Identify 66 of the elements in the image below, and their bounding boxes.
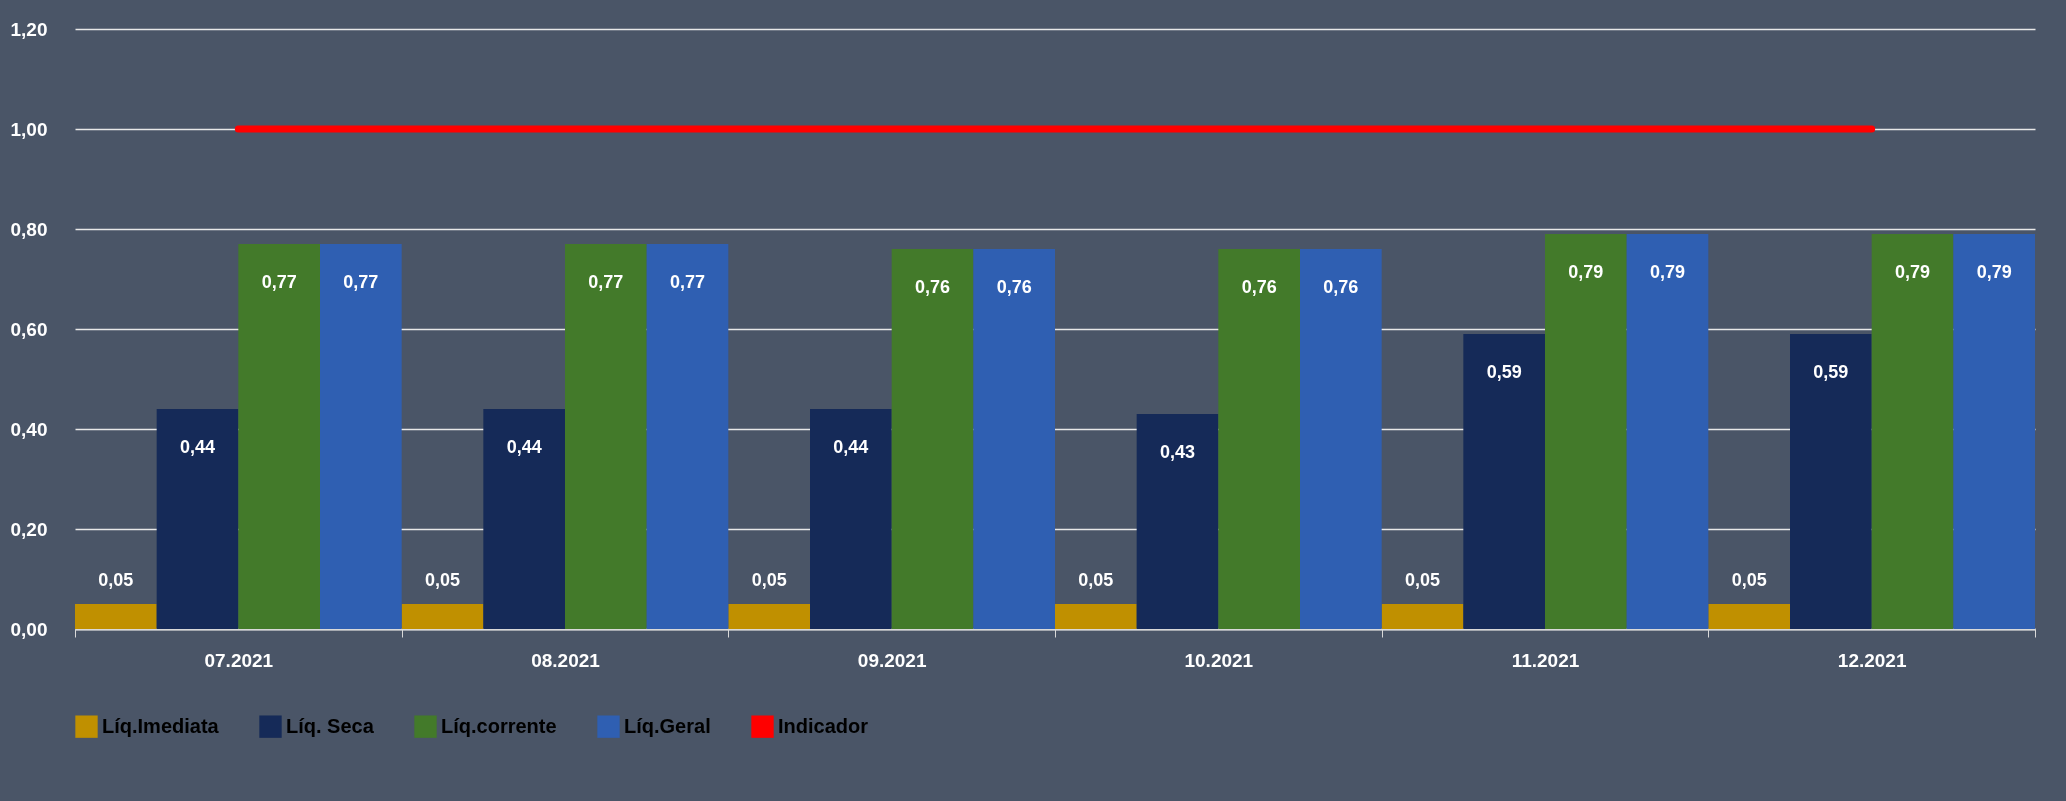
data-label: 0,79	[1649, 262, 1686, 282]
bar	[810, 409, 892, 629]
data-label: 0,05	[1078, 570, 1114, 590]
bar	[483, 409, 565, 629]
data-label: 0,79	[1568, 262, 1604, 282]
y-tick-label: 0,80	[10, 218, 48, 240]
bar	[1218, 249, 1300, 629]
data-label: 0,76	[1241, 277, 1277, 297]
bar	[1545, 234, 1627, 629]
bar	[728, 604, 810, 629]
y-tick-label: 0,60	[10, 318, 48, 340]
data-label: 0,44	[179, 437, 216, 457]
data-label: 0,05	[1731, 570, 1767, 590]
bar	[1953, 234, 2035, 629]
bar	[320, 244, 402, 629]
legend-label: Líq.Imediata	[102, 714, 220, 737]
bar	[1790, 334, 1872, 629]
legend-label: Líq.corrente	[441, 714, 557, 737]
data-label: 0,05	[424, 570, 461, 590]
y-tick-label: 0,00	[10, 618, 48, 640]
data-label: 0,77	[669, 272, 706, 292]
data-label: 0,79	[1894, 262, 1931, 282]
bar	[1136, 414, 1219, 629]
x-tick-label: 12.2021	[1837, 649, 1907, 671]
legend-label: Líq. Seca	[286, 714, 375, 737]
bar	[1055, 604, 1137, 629]
bar	[1871, 234, 1954, 629]
data-label: 0,43	[1159, 442, 1196, 462]
bar	[1708, 604, 1790, 629]
y-tick-label: 0,20	[10, 518, 48, 540]
data-label: 0,44	[506, 437, 542, 457]
data-label: 0,79	[1976, 262, 2012, 282]
bar	[646, 244, 729, 629]
bar	[1463, 334, 1545, 629]
x-tick-label: 11.2021	[1511, 649, 1580, 671]
data-label: 0,59	[1486, 362, 1522, 382]
y-tick-label: 1,20	[10, 18, 48, 40]
data-label: 0,77	[588, 272, 624, 292]
bar	[565, 244, 647, 629]
data-label: 0,59	[1813, 362, 1849, 382]
x-tick-label: 07.2021	[204, 649, 274, 671]
data-label: 0,44	[833, 437, 869, 457]
legend-label: Indicador	[778, 714, 869, 737]
bar	[1300, 249, 1382, 629]
data-label: 0,05	[98, 570, 134, 590]
bar	[401, 604, 484, 629]
y-tick-label: 0,40	[10, 418, 48, 440]
data-label: 0,77	[261, 272, 297, 292]
data-label: 0,76	[914, 277, 951, 297]
bar	[238, 244, 320, 629]
y-tick-label: 1,00	[10, 118, 48, 140]
data-label: 0,76	[996, 277, 1032, 297]
data-label: 0,05	[1404, 570, 1441, 590]
x-tick-label: 09.2021	[857, 649, 927, 671]
bar	[891, 249, 974, 629]
bar	[75, 604, 157, 629]
x-tick-label: 08.2021	[531, 649, 601, 671]
bar	[973, 249, 1055, 629]
data-label: 0,76	[1323, 277, 1359, 297]
data-label: 0,05	[751, 570, 787, 590]
data-label: 0,77	[343, 272, 379, 292]
bar	[1381, 604, 1464, 629]
legend-label: Líq.Geral	[624, 714, 711, 737]
x-tick-label: 10.2021	[1184, 649, 1254, 671]
bar	[1626, 234, 1709, 629]
bar	[156, 409, 239, 629]
